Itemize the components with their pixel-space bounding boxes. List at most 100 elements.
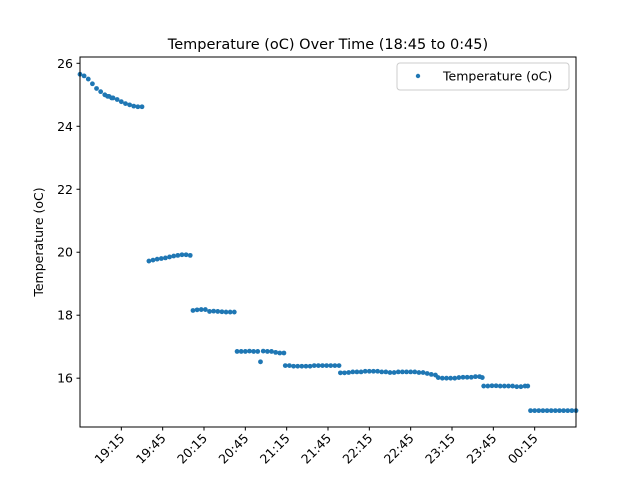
- data-point: [287, 363, 292, 368]
- data-point: [258, 359, 263, 365]
- data-point: [219, 309, 225, 315]
- data-point: [163, 255, 168, 261]
- data-point: [332, 363, 338, 368]
- data-point: [320, 363, 325, 368]
- data-point: [324, 363, 330, 368]
- data-point: [358, 369, 364, 375]
- data-point: [273, 349, 279, 355]
- data-point: [311, 363, 317, 368]
- data-point: [255, 349, 261, 354]
- data-point: [183, 252, 189, 258]
- data-point: [460, 374, 466, 380]
- legend: Temperature (oC): [396, 62, 570, 91]
- legend-box: [396, 62, 570, 91]
- data-point: [167, 254, 172, 260]
- data-point: [452, 375, 458, 381]
- data-point: [448, 375, 454, 381]
- data-point: [464, 374, 470, 380]
- data-point: [260, 348, 266, 354]
- data-point: [336, 363, 342, 368]
- data-point: [264, 349, 270, 354]
- data-point: [493, 383, 499, 389]
- data-point: [395, 369, 401, 375]
- data-point: [456, 375, 462, 380]
- data-point: [536, 408, 542, 414]
- data-point: [354, 369, 360, 375]
- data-point: [198, 307, 204, 312]
- legend-label: Temperature (oC): [442, 69, 552, 84]
- data-point: [435, 375, 441, 380]
- data-point: [295, 363, 301, 369]
- y-tick-label: 16: [57, 371, 73, 386]
- data-point: [366, 368, 372, 374]
- data-point: [544, 408, 550, 414]
- data-point: [227, 309, 233, 315]
- data-point: [281, 350, 287, 356]
- data-point: [277, 350, 283, 356]
- data-point: [190, 308, 196, 313]
- data-point: [150, 257, 156, 263]
- data-point: [383, 369, 389, 375]
- data-point: [146, 258, 152, 264]
- data-point: [131, 103, 137, 109]
- data-point: [85, 76, 91, 82]
- data-point: [479, 375, 485, 380]
- data-point: [175, 252, 181, 258]
- data-point: [557, 408, 562, 414]
- data-point: [400, 369, 405, 375]
- data-point: [489, 383, 495, 389]
- data-point: [569, 408, 575, 414]
- data-point: [514, 384, 520, 390]
- data-point: [412, 369, 418, 375]
- data-point: [179, 252, 185, 258]
- data-point: [444, 375, 449, 381]
- data-point: [552, 408, 558, 414]
- data-point: [540, 408, 546, 414]
- data-point: [420, 370, 426, 375]
- y-tick-label: 26: [57, 56, 73, 71]
- data-point: [223, 309, 229, 315]
- data-point: [187, 252, 193, 258]
- data-point: [565, 408, 571, 414]
- data-point: [90, 81, 95, 87]
- data-point: [525, 383, 531, 389]
- data-point: [94, 86, 99, 91]
- y-axis: 16 18 20 22 24 26: [57, 56, 80, 386]
- data-point: [328, 363, 334, 368]
- data-point: [81, 73, 87, 79]
- data-point: [299, 363, 305, 369]
- data-point: [234, 349, 240, 354]
- data-point: [135, 104, 141, 110]
- data-point: [342, 370, 347, 376]
- data-point: [501, 383, 507, 389]
- data-point: [231, 309, 237, 315]
- data-point: [404, 369, 409, 375]
- data-point: [211, 308, 217, 314]
- data-point: [375, 368, 380, 374]
- data-point: [468, 374, 474, 380]
- data-point: [215, 309, 221, 314]
- data-point: [109, 95, 115, 101]
- data-point: [247, 348, 252, 354]
- data-point: [171, 253, 177, 259]
- y-tick-label: 22: [57, 182, 73, 197]
- data-point: [105, 93, 110, 99]
- data-point: [473, 374, 478, 380]
- data-point: [408, 369, 414, 375]
- chart-title: Temperature (oC) Over Time (18:45 to 0:4…: [167, 37, 488, 53]
- y-tick-label: 20: [57, 245, 73, 260]
- data-point: [371, 368, 376, 374]
- data-point: [528, 408, 533, 414]
- data-point: [424, 371, 430, 376]
- data-point: [291, 363, 296, 369]
- data-point: [561, 408, 566, 414]
- data-points: [77, 71, 579, 414]
- y-tick-label: 24: [57, 119, 73, 134]
- data-point: [416, 370, 422, 375]
- data-point: [123, 101, 128, 106]
- data-point: [439, 375, 445, 381]
- data-point: [238, 349, 244, 354]
- data-point: [242, 349, 248, 354]
- data-point: [485, 383, 491, 389]
